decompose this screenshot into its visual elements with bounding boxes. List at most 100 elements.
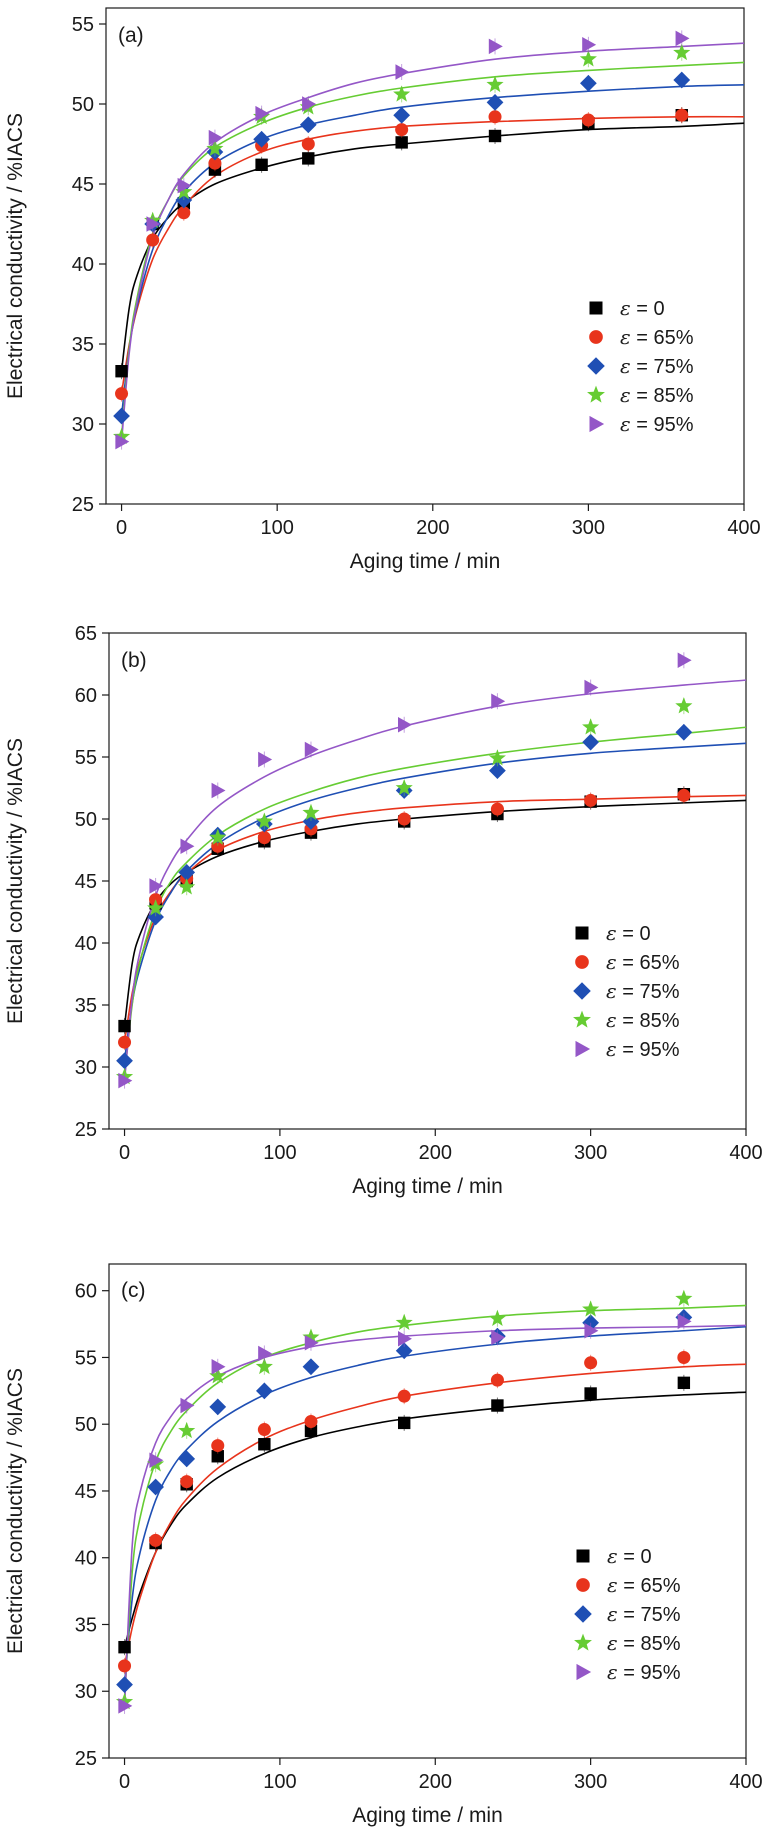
data-point bbox=[301, 137, 315, 151]
legend-marker-2 bbox=[576, 1578, 590, 1592]
legend-label-2: ε = 65% bbox=[620, 325, 694, 349]
legend-epsilon: ε bbox=[620, 383, 631, 407]
data-point bbox=[258, 1345, 273, 1362]
x-axis-title: Aging time / min bbox=[352, 1175, 503, 1198]
data-point bbox=[304, 1335, 319, 1351]
data-point bbox=[582, 733, 600, 751]
legend-marker-4 bbox=[574, 1633, 592, 1651]
panel-label: (b) bbox=[121, 649, 147, 672]
data-point bbox=[113, 407, 130, 425]
y-tick-label: 55 bbox=[75, 1347, 97, 1369]
x-tick-label: 100 bbox=[263, 1142, 296, 1164]
series-5 bbox=[118, 652, 692, 1089]
data-point bbox=[584, 1323, 599, 1339]
data-point bbox=[302, 803, 320, 821]
data-point bbox=[302, 96, 317, 112]
legend-value: = 65% bbox=[631, 327, 694, 349]
fit-curve-3 bbox=[123, 742, 746, 1061]
y-tick-label: 30 bbox=[75, 1681, 97, 1703]
data-point bbox=[208, 129, 223, 146]
legend-value: = 75% bbox=[618, 1604, 681, 1626]
y-tick-label: 65 bbox=[75, 623, 97, 645]
data-point bbox=[580, 74, 597, 92]
fit-curve-5 bbox=[123, 679, 746, 1081]
legend-epsilon: ε bbox=[607, 1544, 618, 1568]
y-tick-label: 25 bbox=[75, 1748, 97, 1770]
legend-value: = 0 bbox=[631, 298, 665, 320]
x-tick-label: 200 bbox=[419, 1771, 452, 1793]
legend-marker-1 bbox=[575, 926, 589, 940]
data-point bbox=[302, 1358, 320, 1376]
y-tick-label: 45 bbox=[75, 871, 97, 893]
legend-value: = 75% bbox=[631, 356, 694, 378]
legend-marker-3 bbox=[573, 982, 591, 1000]
y-tick-label: 40 bbox=[72, 254, 94, 276]
data-point bbox=[115, 365, 128, 378]
y-tick-label: 55 bbox=[72, 14, 94, 36]
data-point bbox=[677, 1350, 691, 1364]
legend-marker-1 bbox=[589, 301, 603, 315]
data-point bbox=[116, 1052, 133, 1070]
data-point bbox=[180, 1397, 195, 1414]
data-point bbox=[178, 1421, 196, 1439]
data-point bbox=[149, 878, 164, 894]
data-point bbox=[395, 1342, 413, 1360]
fit-curve-2 bbox=[123, 1363, 746, 1667]
fit-curve-1 bbox=[123, 1391, 746, 1648]
data-point bbox=[149, 1533, 163, 1547]
data-point bbox=[116, 1676, 133, 1693]
legend-label-2: ε = 65% bbox=[606, 950, 680, 974]
legend-marker-5 bbox=[576, 1663, 592, 1681]
data-point bbox=[395, 123, 409, 137]
data-point bbox=[490, 802, 504, 816]
fit-curve-2 bbox=[120, 115, 744, 394]
data-point bbox=[393, 85, 411, 102]
data-point bbox=[118, 1019, 131, 1033]
legend-marker-1 bbox=[576, 1549, 590, 1563]
data-point bbox=[258, 1438, 271, 1451]
data-point bbox=[209, 1367, 227, 1384]
data-point bbox=[180, 1475, 194, 1489]
data-point bbox=[211, 1450, 224, 1463]
x-tick-label: 400 bbox=[727, 517, 760, 539]
data-point bbox=[209, 828, 227, 845]
data-point bbox=[257, 1423, 271, 1437]
legend-label-1: ε = 0 bbox=[607, 1544, 652, 1568]
series-4 bbox=[113, 43, 691, 445]
y-tick-label: 55 bbox=[75, 747, 97, 769]
data-point bbox=[118, 1072, 133, 1089]
legend-marker-3 bbox=[574, 1605, 592, 1623]
data-point bbox=[304, 1415, 318, 1429]
legend-epsilon: ε bbox=[620, 412, 631, 436]
legend-epsilon: ε bbox=[606, 921, 617, 945]
legend-value: = 0 bbox=[618, 1546, 652, 1568]
data-point bbox=[491, 693, 506, 709]
y-tick-label: 60 bbox=[75, 1281, 97, 1303]
data-point bbox=[118, 1640, 131, 1654]
data-point bbox=[395, 136, 408, 149]
y-tick-label: 45 bbox=[75, 1481, 97, 1503]
legend-label-3: ε = 75% bbox=[620, 354, 694, 378]
data-point bbox=[397, 717, 412, 733]
data-point bbox=[255, 105, 270, 122]
y-axis-title: Electrical conductivity / %IACS bbox=[4, 113, 27, 399]
legend-label-1: ε = 0 bbox=[620, 296, 665, 320]
legend-epsilon: ε bbox=[606, 1008, 617, 1032]
y-tick-label: 50 bbox=[75, 809, 97, 831]
data-point bbox=[149, 1452, 164, 1469]
data-point bbox=[177, 206, 191, 220]
legend-marker-4 bbox=[587, 385, 605, 403]
panel-label: (c) bbox=[121, 1279, 146, 1302]
x-tick-label: 0 bbox=[119, 1142, 130, 1164]
data-point bbox=[673, 43, 691, 61]
data-point bbox=[488, 110, 502, 124]
y-tick-label: 30 bbox=[72, 414, 94, 436]
data-point bbox=[489, 762, 506, 780]
legend-value: = 65% bbox=[617, 952, 680, 974]
series-1 bbox=[118, 1374, 691, 1656]
data-point bbox=[180, 838, 195, 855]
y-tick-label: 40 bbox=[75, 933, 97, 955]
chart-panel-2: 0 100 200 300 400 25 30 35 40 45 50 55 60 65 Aging tim… bbox=[4, 623, 763, 1198]
x-tick-label: 100 bbox=[263, 1771, 296, 1793]
y-tick-label: 40 bbox=[75, 1548, 97, 1570]
